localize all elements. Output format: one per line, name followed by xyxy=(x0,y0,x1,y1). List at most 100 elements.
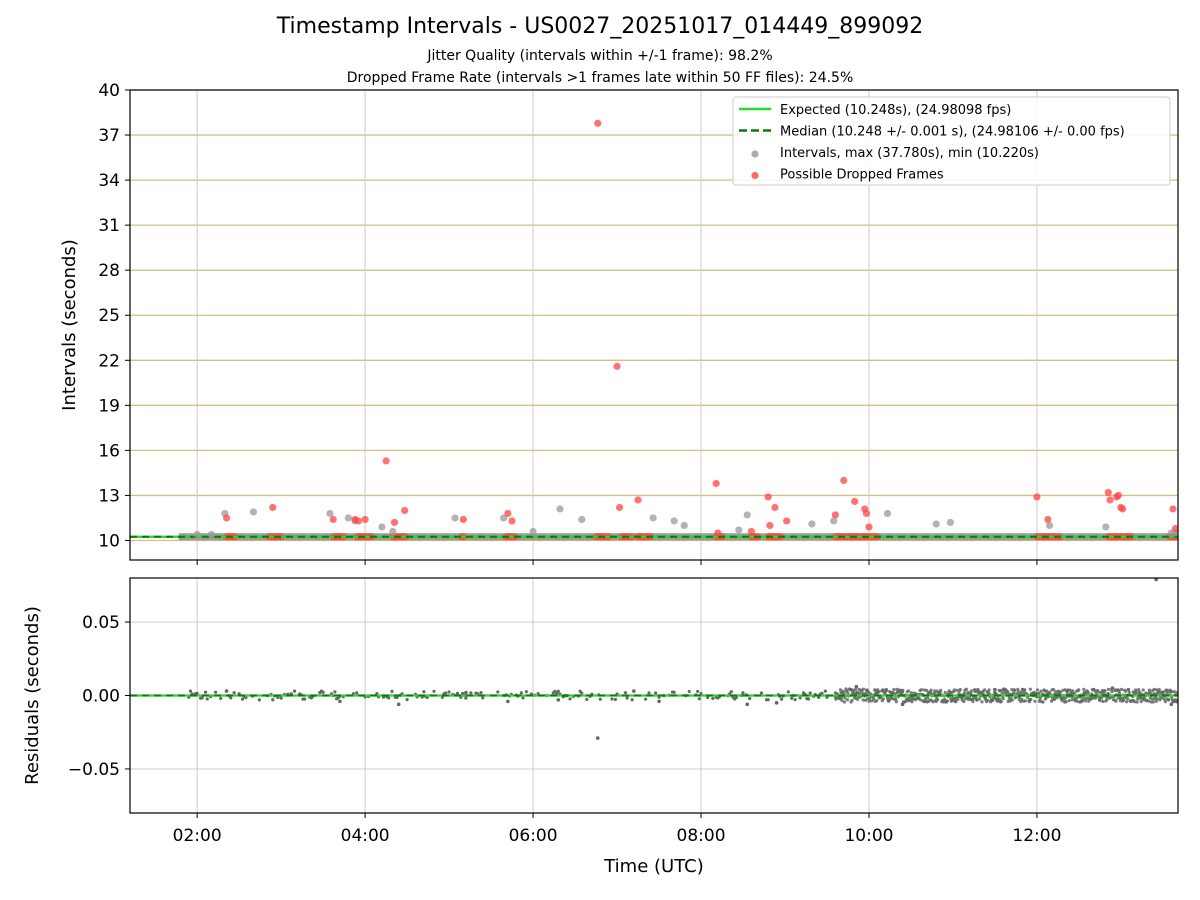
residual-point xyxy=(1084,699,1088,703)
residual-point xyxy=(1125,700,1129,704)
residual-point xyxy=(729,690,733,694)
residual-point xyxy=(734,696,738,700)
legend-box xyxy=(732,96,1171,186)
residual-point xyxy=(405,698,409,702)
intervals-data xyxy=(130,119,1178,541)
residual-point xyxy=(1150,697,1154,701)
residual-point xyxy=(1151,700,1155,704)
residual-point xyxy=(1154,699,1158,703)
residual-point xyxy=(1029,697,1033,702)
residual-point xyxy=(1077,688,1081,692)
residual-point xyxy=(672,690,676,694)
residual-point xyxy=(580,691,584,695)
dropped-frame-point xyxy=(613,362,621,370)
residual-point xyxy=(853,696,857,700)
residual-point xyxy=(955,688,959,692)
dropped-frame-point xyxy=(504,509,512,518)
residual-point xyxy=(292,689,297,693)
residual-point xyxy=(1033,699,1037,703)
residual-point xyxy=(1091,696,1095,700)
residual-point xyxy=(1064,700,1068,704)
residual-point xyxy=(894,697,898,701)
residual-point xyxy=(706,695,710,700)
residual-point xyxy=(1068,688,1072,692)
residual-point xyxy=(1110,686,1115,690)
residual-point xyxy=(1139,699,1143,704)
interval-point xyxy=(556,505,564,513)
y-axis-label: Intervals (seconds) xyxy=(59,239,80,411)
dropped-frame-point xyxy=(361,515,369,524)
residual-point xyxy=(279,696,283,700)
residual-point xyxy=(711,696,715,701)
residual-point xyxy=(338,699,342,704)
dropped-frame-point xyxy=(747,527,756,536)
x-tick-label: 10:00 xyxy=(844,826,893,846)
residual-point xyxy=(1152,687,1156,691)
residual-point xyxy=(219,696,223,700)
residual-point xyxy=(1135,700,1139,704)
residual-point xyxy=(1114,699,1118,703)
residual-point xyxy=(894,700,898,704)
residual-point xyxy=(900,702,905,707)
interval-point xyxy=(451,514,459,522)
dropped-frame-point xyxy=(1106,496,1114,504)
dropped-frame-point xyxy=(400,506,409,515)
x-axis-label: Time (UTC) xyxy=(603,856,704,877)
residual-point xyxy=(1071,689,1075,693)
interval-point xyxy=(883,509,892,518)
residual-point xyxy=(1096,690,1100,694)
dropped-frame-point xyxy=(840,476,848,485)
residual-point xyxy=(1013,688,1017,692)
residual-point xyxy=(422,690,426,694)
interval-point xyxy=(578,515,586,524)
y-tick-label: −0.05 xyxy=(68,760,120,780)
residual-point xyxy=(390,689,394,693)
residual-point xyxy=(823,689,827,693)
residual-point xyxy=(524,690,528,694)
residual-point xyxy=(1127,690,1131,694)
residual-point xyxy=(842,691,846,695)
residual-point xyxy=(987,688,991,692)
residual-point xyxy=(924,688,929,693)
intervals-axes-frame xyxy=(129,89,1179,561)
residual-point xyxy=(919,688,924,692)
interval-point xyxy=(670,517,678,525)
interval-point xyxy=(830,517,838,525)
residual-point xyxy=(958,687,962,692)
legend-swatch-marker xyxy=(751,150,759,158)
y-tick-label: 25 xyxy=(98,306,120,326)
dropped-frame-point xyxy=(714,529,722,537)
residual-point xyxy=(444,691,448,695)
residual-point xyxy=(1106,687,1111,691)
dropped-frame-point xyxy=(1033,493,1041,501)
dropped-frame-point xyxy=(615,503,624,512)
residual-point xyxy=(1141,688,1145,692)
y-tick-label: 31 xyxy=(98,216,120,236)
residual-point xyxy=(985,698,990,703)
residual-point xyxy=(998,697,1002,701)
residual-point xyxy=(1055,696,1059,700)
residual-point xyxy=(853,687,858,691)
y-tick-label: 37 xyxy=(98,126,120,146)
residual-point xyxy=(1160,696,1164,700)
residual-point xyxy=(464,690,468,695)
y-tick-label: 10 xyxy=(98,531,120,551)
residual-point xyxy=(1010,698,1014,702)
interval-point xyxy=(1045,521,1054,530)
residual-point xyxy=(697,697,701,701)
residual-point xyxy=(877,690,881,694)
residual-point xyxy=(793,698,797,702)
residual-point xyxy=(1086,691,1090,695)
interval-point xyxy=(1102,523,1110,531)
x-tick-label: 12:00 xyxy=(1012,826,1061,846)
residual-point xyxy=(1044,689,1049,693)
residual-point xyxy=(1169,702,1174,707)
residual-point xyxy=(644,697,648,701)
residual-point xyxy=(1067,698,1071,703)
y-tick-label: 0.00 xyxy=(82,687,120,707)
dropped-frame-point xyxy=(329,515,337,524)
residual-point xyxy=(1083,696,1087,700)
residual-point xyxy=(975,698,979,702)
residual-point xyxy=(257,698,261,702)
